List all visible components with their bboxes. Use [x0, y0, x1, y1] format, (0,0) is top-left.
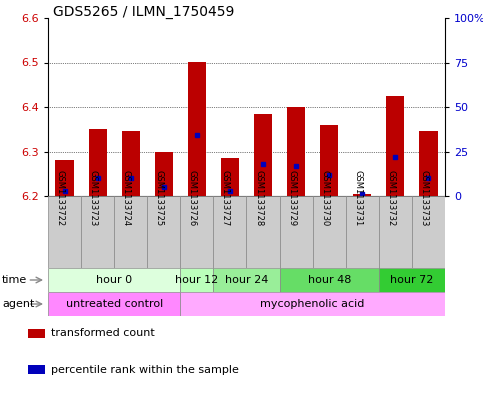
Bar: [28, 365, 45, 374]
Text: GSM1133725: GSM1133725: [155, 170, 164, 226]
Bar: [28, 329, 45, 338]
Text: GSM1133733: GSM1133733: [419, 170, 428, 226]
Bar: [147, 196, 180, 268]
Bar: [320, 125, 338, 196]
Bar: [155, 151, 173, 196]
Bar: [88, 129, 107, 196]
Text: hour 24: hour 24: [225, 275, 268, 285]
Text: GSM1133730: GSM1133730: [320, 170, 329, 226]
Bar: [48, 196, 81, 268]
Bar: [280, 196, 313, 268]
Bar: [221, 158, 239, 196]
Bar: [180, 268, 213, 292]
Bar: [419, 132, 438, 196]
Bar: [246, 196, 280, 268]
Text: hour 48: hour 48: [308, 275, 351, 285]
Text: GSM1133722: GSM1133722: [56, 170, 65, 226]
Text: transformed count: transformed count: [51, 328, 155, 338]
Bar: [386, 96, 404, 196]
Text: time: time: [2, 275, 27, 285]
Bar: [180, 196, 213, 268]
Bar: [280, 268, 379, 292]
Text: GSM1133729: GSM1133729: [287, 170, 296, 226]
Text: GSM1133731: GSM1133731: [353, 170, 362, 226]
Text: hour 0: hour 0: [96, 275, 132, 285]
Text: GSM1133732: GSM1133732: [386, 170, 396, 226]
Text: GSM1133724: GSM1133724: [122, 170, 131, 226]
Text: untreated control: untreated control: [66, 299, 163, 309]
Bar: [48, 268, 180, 292]
Text: agent: agent: [2, 299, 34, 309]
Bar: [122, 132, 140, 196]
Bar: [180, 292, 445, 316]
Text: GSM1133726: GSM1133726: [188, 170, 197, 226]
Text: hour 12: hour 12: [175, 275, 218, 285]
Bar: [313, 196, 346, 268]
Bar: [353, 194, 371, 196]
Bar: [287, 107, 305, 196]
Bar: [254, 114, 272, 196]
Bar: [379, 196, 412, 268]
Text: GSM1133727: GSM1133727: [221, 170, 230, 226]
Text: GDS5265 / ILMN_1750459: GDS5265 / ILMN_1750459: [53, 5, 234, 19]
Bar: [213, 268, 280, 292]
Bar: [188, 62, 206, 196]
Bar: [379, 268, 445, 292]
Bar: [56, 160, 73, 196]
Bar: [412, 196, 445, 268]
Text: percentile rank within the sample: percentile rank within the sample: [51, 365, 239, 375]
Bar: [114, 196, 147, 268]
Bar: [213, 196, 246, 268]
Text: GSM1133728: GSM1133728: [254, 170, 263, 226]
Bar: [346, 196, 379, 268]
Bar: [81, 196, 114, 268]
Text: mycophenolic acid: mycophenolic acid: [260, 299, 365, 309]
Text: hour 72: hour 72: [390, 275, 434, 285]
Bar: [48, 292, 180, 316]
Text: GSM1133723: GSM1133723: [88, 170, 98, 226]
